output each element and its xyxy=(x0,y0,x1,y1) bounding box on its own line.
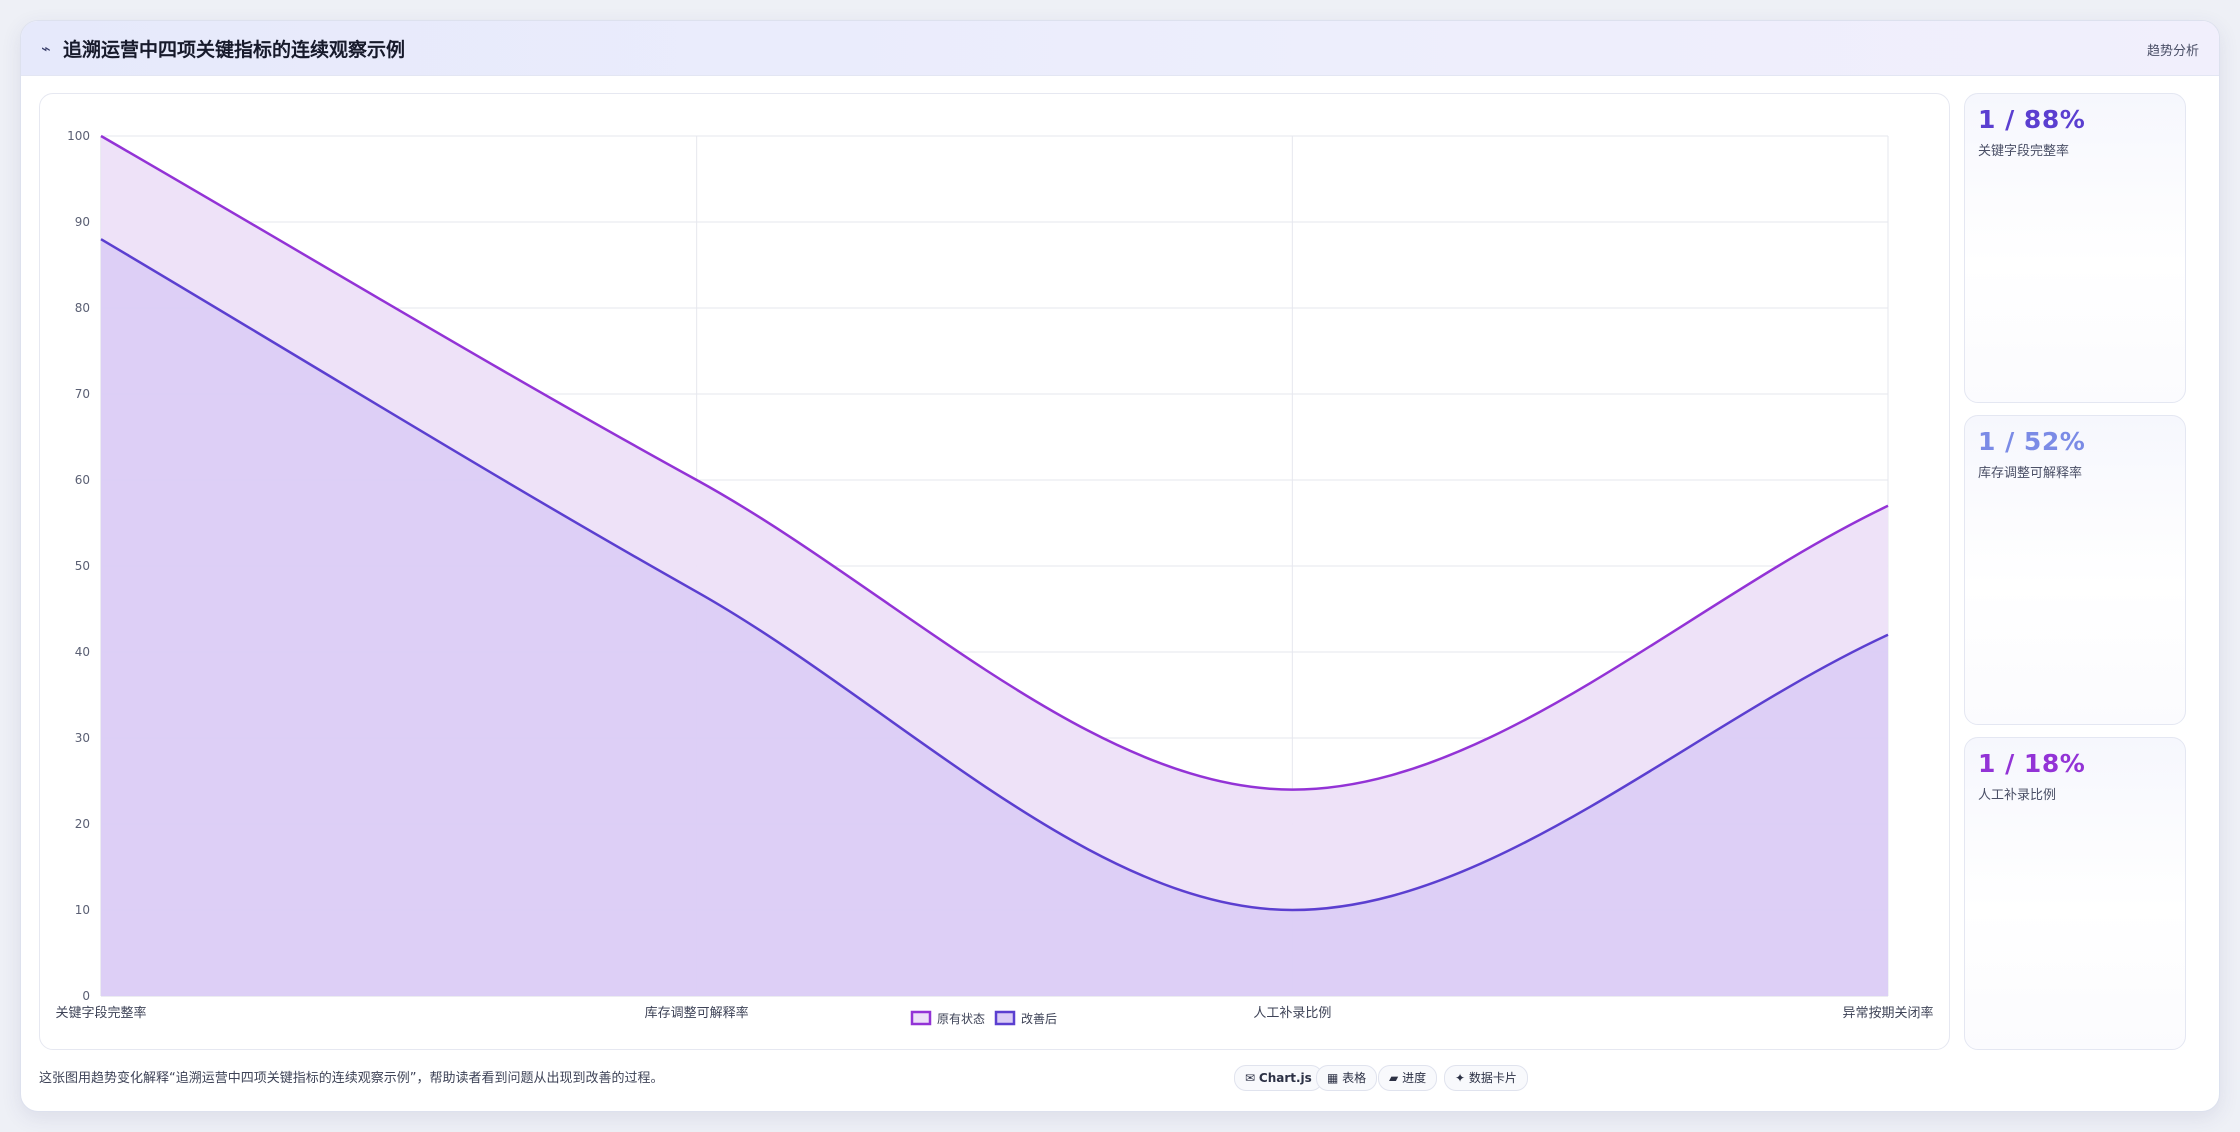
stat-value: 1 / 52% xyxy=(1978,427,2086,456)
stat-label: 关键字段完整率 xyxy=(1978,144,2070,159)
legend-swatch xyxy=(994,1010,1016,1026)
tag-chartjs[interactable]: ✉ Chart.js xyxy=(1234,1065,1323,1091)
chart-panel: 0 10 20 30 40 50 60 70 80 90 100 关键字段完整率 库存调整可解释率 人工补… xyxy=(39,93,1950,1050)
legend-label: 原有状态 xyxy=(937,1012,985,1026)
y-tick-label: 60 xyxy=(75,473,90,487)
area-chart: 0 10 20 30 40 50 60 70 80 90 100 关键字段完整率 库存调整可解释率 人工补… xyxy=(55,129,1933,1026)
y-tick-label: 10 xyxy=(75,903,90,917)
x-tick-label: 关键字段完整率 xyxy=(55,1005,146,1021)
legend-label: 改善后 xyxy=(1021,1011,1057,1026)
tag-label: Chart.js xyxy=(1258,1071,1312,1085)
y-tick-label: 40 xyxy=(75,645,90,659)
trend-icon: ⌁ xyxy=(41,39,51,58)
y-tick-label: 0 xyxy=(82,989,90,1003)
card-header: ⌁ 追溯运营中四项关键指标的连续观察示例 趋势分析 xyxy=(21,21,2219,76)
y-tick-label: 50 xyxy=(75,559,90,573)
stat-value: 1 / 18% xyxy=(1978,749,2086,778)
tag-table[interactable]: ▦ 表格 xyxy=(1316,1065,1378,1091)
y-tick-label: 80 xyxy=(75,301,90,315)
tag-label: 表格 xyxy=(1342,1071,1367,1085)
tag-progress[interactable]: ▰ 进度 xyxy=(1378,1065,1438,1091)
series-line-1 xyxy=(100,134,1889,791)
tag-label: 数据卡片 xyxy=(1468,1071,1517,1085)
y-tick-label: 70 xyxy=(75,387,90,401)
x-tick-label: 人工补录比例 xyxy=(1253,1006,1331,1021)
stat-card-3: 1 / 18% 人工补录比例 xyxy=(1964,737,2186,1050)
stat-card-1: 1 / 88% 关键字段完整率 xyxy=(1964,93,2186,403)
page-title: 追溯运营中四项关键指标的连续观察示例 xyxy=(63,39,406,61)
y-tick-label: 90 xyxy=(75,215,90,229)
sparkle-icon: ✦ xyxy=(1455,1071,1466,1085)
table-icon: ▦ xyxy=(1327,1071,1339,1085)
series-line-2 xyxy=(100,238,1889,912)
x-tick-label: 库存调整可解释率 xyxy=(645,1005,749,1021)
stat-card-2: 1 / 52% 库存调整可解释率 xyxy=(1964,415,2186,725)
y-tick-label: 30 xyxy=(75,731,90,745)
series-area-2 xyxy=(101,239,1888,996)
legend-swatch xyxy=(910,1010,932,1026)
x-tick-label: 异常按期关闭率 xyxy=(1842,1005,1933,1021)
progress-icon: ▰ xyxy=(1389,1071,1399,1085)
footer-note: 这张图用趋势变化解释“追溯运营中四项关键指标的连续观察示例”，帮助读者看到问题从… xyxy=(39,1071,664,1086)
dashboard-card: ⌁ 追溯运营中四项关键指标的连续观察示例 趋势分析 0 10 20 30 40 50 60 7… xyxy=(20,20,2220,1112)
stat-label: 人工补录比例 xyxy=(1978,788,2057,803)
stat-label: 库存调整可解释率 xyxy=(1978,466,2083,481)
tag-label: 进度 xyxy=(1402,1071,1427,1085)
header-tag: 趋势分析 xyxy=(2146,44,2199,59)
y-tick-label: 100 xyxy=(67,129,90,143)
stat-value: 1 / 88% xyxy=(1978,105,2086,134)
chart-icon: ✉ xyxy=(1245,1071,1256,1085)
tag-data-card[interactable]: ✦ 数据卡片 xyxy=(1444,1065,1528,1091)
y-tick-label: 20 xyxy=(75,817,90,831)
